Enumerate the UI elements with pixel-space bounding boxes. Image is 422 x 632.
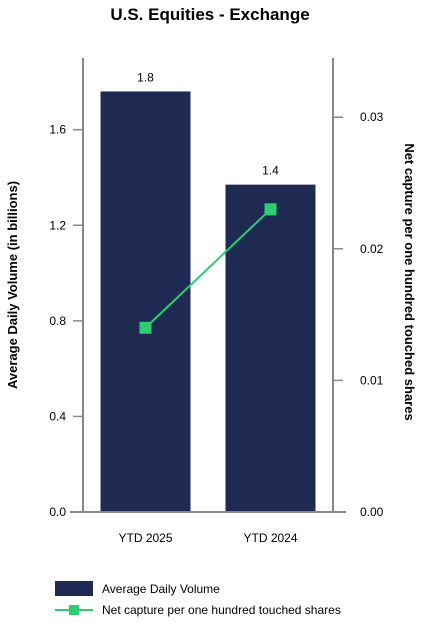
right-tick-label-1: 0.01: [360, 373, 384, 387]
legend-line-label: Net capture per one hundred touched shar…: [102, 603, 341, 617]
net-capture-point-1: [264, 203, 277, 216]
bar-data-label-1: 1.4: [262, 164, 279, 178]
bar-0: [100, 91, 191, 512]
x-tick-group: YTD 2025 YTD 2024: [118, 531, 297, 545]
right-tick-label-2: 0.02: [360, 242, 384, 256]
chart-title: U.S. Equities - Exchange: [110, 5, 309, 24]
legend: Average Daily Volume Net capture per one…: [55, 581, 341, 617]
right-tick-label-0: 0.00: [360, 505, 384, 519]
left-tick-label-4: 1.6: [49, 123, 66, 137]
right-axis-label: Net capture per one hundred touched shar…: [402, 143, 417, 420]
legend-bar-swatch: [55, 581, 93, 596]
legend-line-marker: [69, 605, 79, 615]
left-tick-label-3: 1.2: [49, 218, 66, 232]
net-capture-line: [144, 208, 272, 329]
net-capture-point-0: [139, 321, 152, 334]
left-axis-label: Average Daily Volume (in billions): [5, 181, 20, 389]
right-tick-group: 0.00 0.01 0.02 0.03: [333, 110, 384, 519]
x-tick-label-0: YTD 2025: [118, 531, 172, 545]
bars-group: 1.8 1.4: [100, 70, 316, 513]
left-tick-group: 0.0 0.4 0.8 1.2 1.6: [49, 123, 83, 519]
left-tick-label-2: 0.8: [49, 314, 66, 328]
x-tick-label-1: YTD 2024: [243, 531, 297, 545]
left-tick-label-1: 0.4: [49, 409, 66, 423]
right-tick-label-3: 0.03: [360, 110, 384, 124]
legend-bar-label: Average Daily Volume: [102, 582, 220, 596]
line-series-group: [139, 203, 277, 334]
left-tick-label-0: 0.0: [49, 505, 66, 519]
bar-1: [225, 184, 316, 513]
bar-data-label-0: 1.8: [137, 70, 154, 84]
